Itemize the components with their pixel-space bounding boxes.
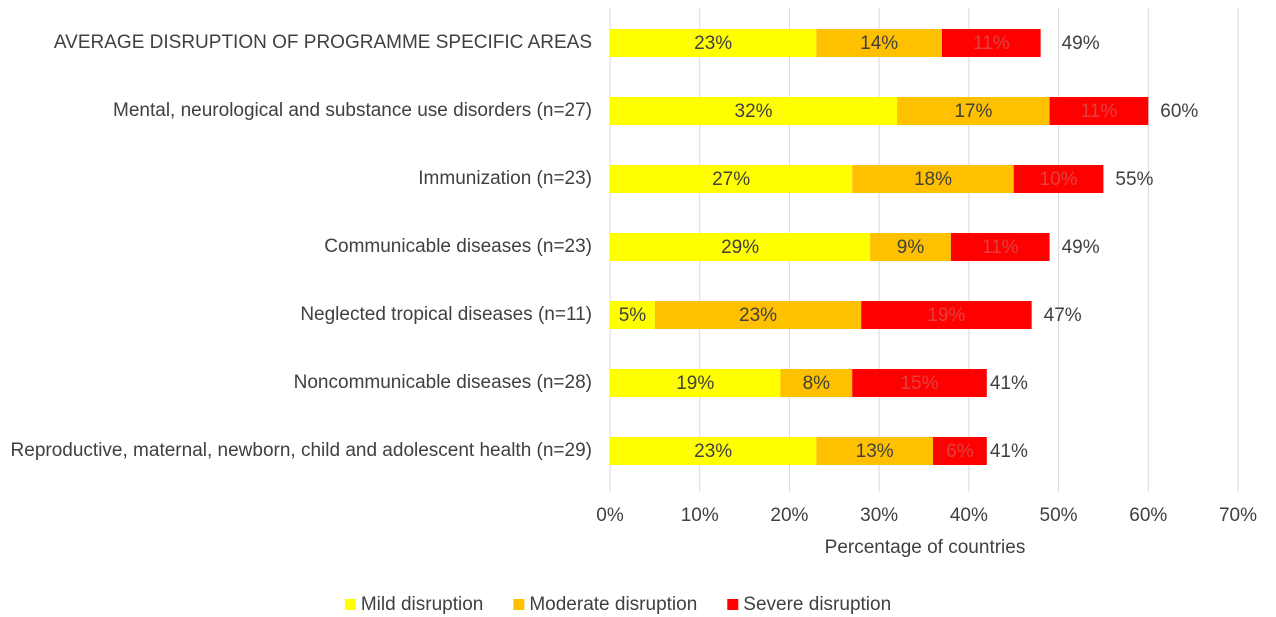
- legend-label: Severe disruption: [743, 594, 891, 615]
- x-tick-label: 20%: [770, 505, 808, 526]
- data-label: 32%: [735, 101, 773, 122]
- bar-segment: [610, 437, 817, 465]
- category-label: Mental, neurological and substance use d…: [113, 100, 592, 121]
- data-label: 6%: [946, 441, 974, 462]
- bar-segment: [654, 301, 862, 329]
- category-label: Immunization (n=23): [418, 168, 592, 189]
- x-tick-label: 10%: [681, 505, 719, 526]
- bar-segment: [1049, 97, 1149, 125]
- total-label: 41%: [990, 441, 1028, 462]
- bar-segment: [1013, 165, 1104, 193]
- category-label: Reproductive, maternal, newborn, child a…: [10, 440, 592, 461]
- data-label: 5%: [619, 305, 647, 326]
- bar-segment: [932, 437, 987, 465]
- bar-segment: [610, 165, 853, 193]
- bar-segment: [610, 97, 898, 125]
- x-tick-label: 0%: [596, 505, 624, 526]
- data-label: 11%: [982, 237, 1019, 258]
- legend-swatch: [513, 599, 525, 610]
- data-label: 23%: [694, 33, 732, 54]
- category-label: Communicable diseases (n=23): [324, 236, 592, 257]
- bar-segment: [816, 29, 942, 57]
- data-label: 9%: [897, 237, 925, 258]
- data-label: 17%: [954, 101, 992, 122]
- data-label: 27%: [712, 169, 750, 190]
- total-label: 47%: [1044, 305, 1082, 326]
- bar-segment: [852, 165, 1014, 193]
- bar-segment: [852, 369, 987, 397]
- total-label: 49%: [1062, 237, 1100, 258]
- bar-segment: [941, 29, 1041, 57]
- x-tick-label: 40%: [950, 505, 988, 526]
- data-label: 14%: [860, 33, 898, 54]
- bar-segment: [610, 29, 817, 57]
- bar-segment: [780, 369, 853, 397]
- data-label: 11%: [973, 33, 1010, 54]
- data-label: 19%: [927, 305, 965, 326]
- legend-swatch: [344, 599, 356, 610]
- category-label: Neglected tropical diseases (n=11): [300, 304, 592, 325]
- bar-segment: [610, 233, 871, 261]
- total-label: 60%: [1160, 101, 1198, 122]
- category-label: AVERAGE DISRUPTION OF PROGRAMME SPECIFIC…: [53, 32, 592, 53]
- data-label: 23%: [694, 441, 732, 462]
- total-label: 41%: [990, 373, 1028, 394]
- bar-segment: [861, 301, 1032, 329]
- legend-swatch: [727, 599, 739, 610]
- data-label: 11%: [1081, 101, 1118, 122]
- data-label: 19%: [676, 373, 714, 394]
- legend-label: Moderate disruption: [529, 594, 697, 615]
- bar-segment: [897, 97, 1050, 125]
- bar-segment: [610, 369, 781, 397]
- total-label: 55%: [1115, 169, 1153, 190]
- data-label: 15%: [900, 373, 938, 394]
- bar-segment: [610, 301, 655, 329]
- x-tick-label: 50%: [1040, 505, 1078, 526]
- data-label: 13%: [856, 441, 894, 462]
- x-axis-title: Percentage of countries: [825, 537, 1026, 558]
- category-label: Noncommunicable diseases (n=28): [293, 372, 592, 393]
- bar-segment: [870, 233, 951, 261]
- bar-segment: [816, 437, 933, 465]
- x-tick-label: 30%: [860, 505, 898, 526]
- data-label: 10%: [1040, 169, 1078, 190]
- total-label: 49%: [1062, 33, 1100, 54]
- data-label: 18%: [914, 169, 952, 190]
- bar-segment: [950, 233, 1050, 261]
- data-label: 29%: [721, 237, 759, 258]
- data-label: 23%: [739, 305, 777, 326]
- x-tick-label: 70%: [1219, 505, 1257, 526]
- data-label: 8%: [803, 373, 831, 394]
- x-tick-label: 60%: [1129, 505, 1167, 526]
- legend-label: Mild disruption: [361, 594, 484, 615]
